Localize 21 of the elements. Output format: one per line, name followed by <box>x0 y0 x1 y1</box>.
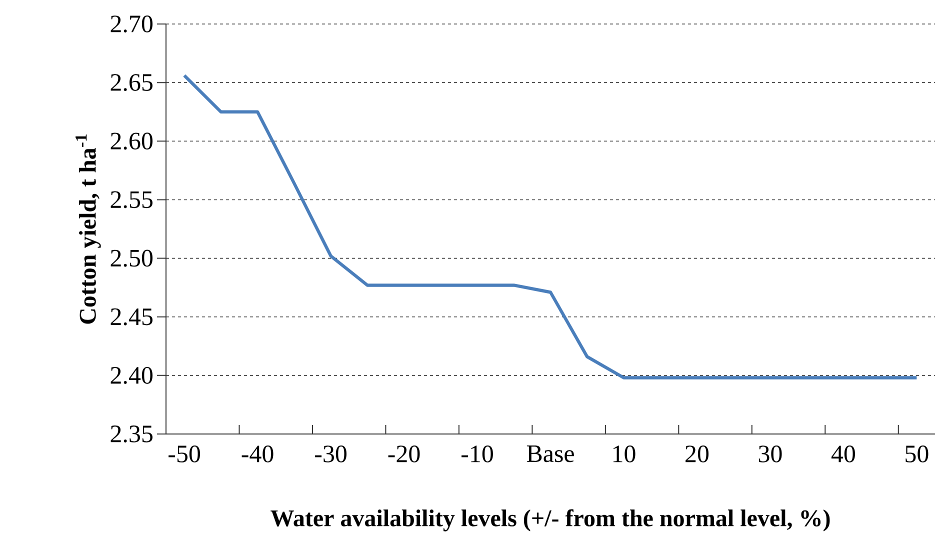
x-tick-label: -30 <box>315 446 346 462</box>
y-tick-label: 2.70 <box>110 16 153 32</box>
x-tick-label: 20 <box>686 446 709 462</box>
y-tick-label: 2.65 <box>110 74 152 92</box>
x-tick-label: Base <box>526 446 574 462</box>
y-tick-label: 2.40 <box>110 366 153 384</box>
y-tick-label: 2.50 <box>110 250 153 267</box>
x-tick-label: -50 <box>168 446 200 462</box>
x-tick-label: -40 <box>242 446 274 462</box>
y-axis-title: Cotton yield, t ha$^{-1}$ <box>76 134 101 324</box>
x-tick-label: -10 <box>462 446 493 462</box>
y-tick-label: 2.55 <box>110 191 152 208</box>
x-tick-label: 50 <box>906 446 928 462</box>
x-tick-label: 30 <box>758 446 782 462</box>
x-tick-label: 40 <box>831 446 855 462</box>
y-tick-label: 2.60 <box>110 132 153 150</box>
y-tick-label: 2.45 <box>110 308 152 326</box>
x-tick-label: 10 <box>613 446 636 462</box>
x-tick-label: -20 <box>388 446 420 462</box>
y-tick-label: 2.35 <box>110 426 152 442</box>
x-axis-title: Water availability levels (+/- from the normal level, %) <box>270 509 830 532</box>
